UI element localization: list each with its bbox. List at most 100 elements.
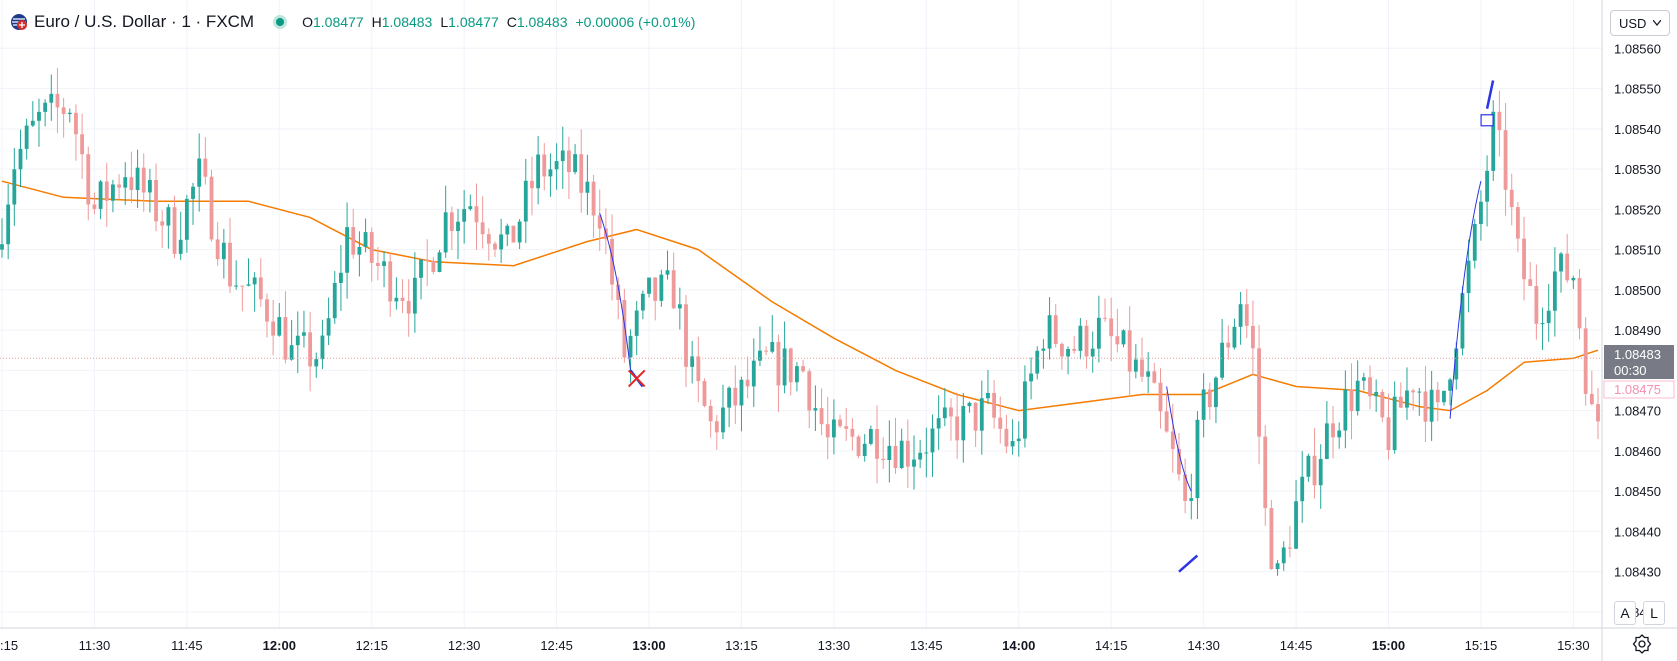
candle-down [209, 176, 214, 240]
candle-down [406, 301, 411, 314]
candle-down [1398, 396, 1403, 408]
auto-scale-button[interactable]: A [1614, 601, 1636, 625]
candle-down [764, 350, 769, 352]
candle-down [955, 416, 960, 441]
ohlc-open: O1.08477 [302, 14, 364, 30]
candle-down [74, 112, 78, 135]
currency-button[interactable]: USD [1610, 10, 1670, 36]
candle-up [831, 419, 836, 438]
candle-up [394, 297, 399, 302]
candle-down [949, 407, 953, 417]
candle-down [1423, 391, 1428, 422]
ma-price-label: 1.08475 [1614, 382, 1661, 397]
candle-down [1435, 389, 1440, 403]
candle-up [1442, 390, 1446, 403]
candle-up [234, 285, 239, 287]
candle-up [979, 398, 984, 431]
ma-line [1, 180, 1599, 412]
candle-down [104, 181, 109, 201]
candle-up [548, 169, 553, 177]
time-tick-label: 11:45 [171, 638, 203, 653]
price-tick-label: 1.08530 [1614, 162, 1661, 177]
candle-down [283, 317, 288, 360]
candle-up [320, 335, 325, 360]
time-scale[interactable]: :15 11:30 11:45 12:00 12:15 12:30 12:45 13:00 13… [0, 638, 1590, 653]
candle-down [1177, 448, 1181, 475]
candle-up [536, 154, 541, 189]
candle-up [326, 318, 331, 336]
candle-down [1522, 238, 1526, 280]
price-tick-label: 1.08460 [1614, 444, 1661, 459]
candle-down [893, 445, 898, 469]
candle-up [1466, 260, 1471, 294]
countdown-label: 00:30 [1614, 363, 1647, 378]
candle-up [184, 198, 189, 240]
candle-down [265, 299, 269, 322]
candle-up [1324, 423, 1329, 459]
drawing-curve [599, 213, 632, 371]
candle-down [1103, 317, 1107, 319]
candle-up [727, 387, 732, 408]
candle-up [1066, 348, 1070, 357]
candle-up [1306, 455, 1311, 477]
log-scale-button[interactable]: L [1643, 601, 1665, 625]
candle-up [357, 247, 362, 255]
candle-up [1078, 325, 1083, 351]
price-tick-label: 1.08550 [1614, 82, 1661, 97]
candle-down [129, 177, 134, 191]
candle-down [1115, 336, 1120, 345]
market-status-icon[interactable] [276, 18, 285, 26]
symbol-title[interactable]: Euro / U.S. Dollar · 1 · FXCM [34, 12, 255, 31]
candle-down [567, 150, 571, 173]
gear-icon[interactable] [1631, 633, 1653, 655]
price-scale[interactable]: 1.084201.084301.084401.084501.084601.084… [1614, 41, 1661, 620]
candle-up [339, 272, 343, 283]
candle-down [622, 299, 627, 358]
candle-up [887, 445, 892, 460]
candle-down [1380, 392, 1385, 418]
candle-down [838, 419, 842, 427]
candle-up [677, 304, 682, 309]
candle-up [942, 407, 947, 419]
price-badges: 1.08483 00:30 1.08475 [1603, 345, 1675, 399]
candle-up [1195, 419, 1200, 499]
candle-down [1589, 393, 1594, 405]
candle-down [351, 227, 356, 255]
candle-up [363, 232, 368, 248]
candle-up [67, 112, 72, 115]
time-tick-label: :15 [0, 638, 18, 653]
candle-down [1312, 455, 1317, 486]
candle-up [1010, 441, 1015, 447]
candle-down [388, 261, 393, 302]
last-price-label: 1.08483 [1614, 347, 1661, 362]
candle-up [98, 181, 103, 209]
candle-down [610, 239, 614, 285]
candle-up [862, 443, 867, 457]
candle-down [1503, 130, 1508, 190]
candle-up [123, 177, 128, 188]
ohlc-low: L1.08477 [440, 14, 498, 30]
candle-down [881, 458, 886, 460]
candle-up [18, 148, 23, 170]
ma-price-badge [1603, 380, 1675, 399]
candle-up [1454, 348, 1459, 380]
candle-down [998, 417, 1003, 429]
candle-up [289, 345, 294, 360]
candle-up [1023, 381, 1027, 439]
candle-up [1238, 304, 1243, 327]
candle-down [844, 426, 849, 429]
candle-up [1448, 379, 1453, 391]
candle-down [1152, 371, 1157, 383]
candle-down [1072, 348, 1077, 351]
candle-down [653, 277, 658, 301]
candle-down [616, 284, 621, 300]
candle-up [1189, 498, 1194, 501]
ohlc-low-label: L [440, 14, 449, 30]
candle-down [1140, 359, 1144, 377]
candle-down [776, 341, 781, 386]
candle-down [172, 207, 177, 254]
price-axis-bg [1602, 0, 1677, 661]
candle-down [486, 234, 491, 244]
